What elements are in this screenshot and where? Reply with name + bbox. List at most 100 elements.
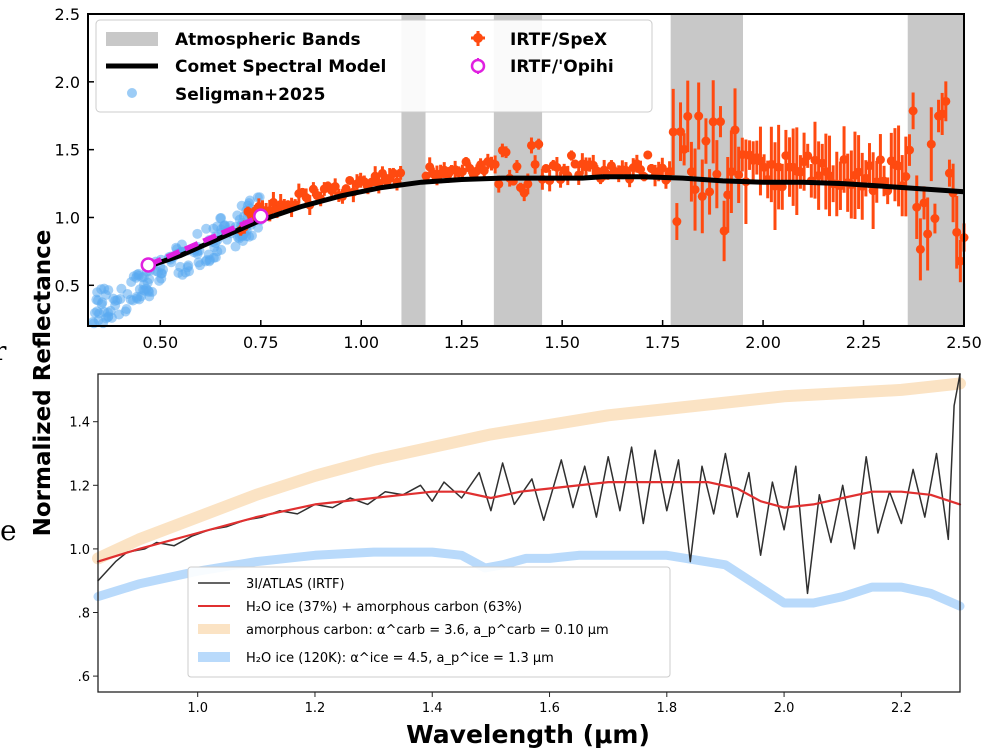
spex-point <box>915 218 925 281</box>
legend-label-atlas: 3I/ATLAS (IRTF) <box>246 577 345 592</box>
seligman-point <box>177 269 188 280</box>
spex-point <box>526 137 536 154</box>
top-x-tick-label: 0.50 <box>143 333 179 352</box>
bottom-y-tick-label: .6 <box>78 670 90 685</box>
spex-point <box>683 80 693 153</box>
legend-label-model: Comet Spectral Model <box>175 57 386 77</box>
spex-point <box>643 150 653 160</box>
spex-point <box>457 164 467 179</box>
bottom-y-tick-label: 1.0 <box>69 543 90 558</box>
spex-point <box>694 82 704 150</box>
spex-point <box>396 165 406 180</box>
legend-label-carbon: amorphous carbon: α^carb = 3.6, a_p^carb… <box>246 623 609 638</box>
seligman-point <box>201 223 212 234</box>
spex-point <box>490 155 500 174</box>
edge-glyph-e: e <box>0 514 17 547</box>
seligman-point <box>93 295 104 306</box>
top-x-axis-ticks: 0.50 0.75 1.00 1.25 1.50 1.75 2.00 2.25 2.50 <box>143 320 982 352</box>
opihi-line <box>147 213 262 268</box>
spex-point <box>461 157 471 167</box>
legend-swatch-carbon <box>198 624 230 634</box>
bottom-legend-box <box>187 566 671 678</box>
seligman-point <box>156 268 167 279</box>
bottom-x-tick-label: 1.0 <box>187 701 208 716</box>
bottom-y-tick-label: 1.4 <box>69 416 90 431</box>
bottom-plot-frame <box>97 373 961 693</box>
series-line-0 <box>96 481 962 563</box>
seligman-point <box>216 244 227 255</box>
legend-label-opihi: IRTF/'Opihi <box>510 57 614 77</box>
seligman-point <box>93 315 104 326</box>
bottom-x-tick-label: 1.8 <box>656 701 677 716</box>
spex-point <box>923 197 933 271</box>
seligman-point <box>115 293 126 304</box>
top-y-tick-label: 1.5 <box>55 141 80 160</box>
seligman-point <box>195 260 206 271</box>
seligman-point <box>204 256 215 267</box>
top-y-tick-label: 2.0 <box>55 73 80 92</box>
bottom-panel: 1.0 1.2 1.4 1.6 1.8 2.0 2.2 .6 .8 1.0 1.2 1.4 3I/A… <box>69 373 966 716</box>
top-x-tick-label: 1.00 <box>343 333 379 352</box>
spex-point <box>712 140 722 209</box>
top-y-tick-label: 2.5 <box>55 5 80 24</box>
x-axis-label: Wavelength (μm) <box>406 720 650 749</box>
seligman-point <box>254 192 265 203</box>
top-legend-box <box>95 19 653 113</box>
top-x-tick-label: 1.75 <box>645 333 681 352</box>
spex-point <box>705 169 715 215</box>
spex-point <box>668 88 678 176</box>
legend-swatch-spex <box>471 31 485 46</box>
seligman-point <box>122 289 133 300</box>
legend-swatch-opihi <box>470 58 486 74</box>
top-plot-frame <box>87 13 965 327</box>
seligman-point <box>100 289 111 300</box>
spex-point <box>904 134 914 166</box>
legend-swatch-seligman <box>127 88 137 98</box>
spex-point <box>930 203 940 234</box>
spex-point <box>512 160 522 173</box>
seligman-point <box>99 306 110 317</box>
spex-point <box>530 155 540 174</box>
seligman-point <box>244 195 255 206</box>
bottom-x-tick-label: 1.6 <box>539 701 560 716</box>
legend-swatch-ice <box>198 652 230 662</box>
bottom-x-tick-label: 1.2 <box>305 701 326 716</box>
top-comet-model <box>147 174 965 269</box>
legend-label-ice: H₂O ice (120K): α^ice = 4.5, a_p^ice = 1… <box>246 651 554 666</box>
spex-point <box>926 107 936 182</box>
top-x-tick-label: 1.25 <box>444 333 480 352</box>
bottom-x-tick-label: 2.2 <box>891 701 912 716</box>
spex-point <box>501 146 511 159</box>
legend-label-spex: IRTF/SpeX <box>510 30 607 50</box>
bottom-y-tick-label: .8 <box>78 607 90 622</box>
spex-point <box>952 196 962 269</box>
bottom-x-tick-label: 1.4 <box>422 701 443 716</box>
seligman-point <box>175 261 186 272</box>
spex-point <box>730 88 740 172</box>
top-y-tick-label: 1.0 <box>55 208 80 227</box>
spex-point <box>941 81 951 122</box>
spex-point <box>534 138 544 150</box>
bottom-legend: 3I/ATLAS (IRTF) H₂O ice (37%) + amorphou… <box>187 566 671 678</box>
opihi-point <box>253 208 269 224</box>
spex-point <box>697 159 707 234</box>
top-opihi-points <box>140 208 269 273</box>
spex-point <box>552 157 562 178</box>
seligman-point <box>234 233 245 244</box>
top-panel: 0.50 0.75 1.00 1.25 1.50 1.75 2.00 2.25 2.50 0.5… <box>55 5 982 352</box>
series-line-1 <box>92 377 966 565</box>
top-x-tick-label: 2.50 <box>946 333 982 352</box>
top-y-axis-ticks: 0.5 1.0 1.5 2.0 2.5 <box>55 5 94 295</box>
seligman-point <box>236 200 247 211</box>
spex-point <box>657 157 667 179</box>
seligman-point <box>92 287 103 298</box>
seligman-point <box>230 241 241 252</box>
spex-point <box>341 184 351 194</box>
top-legend: Atmospheric Bands Comet Spectral Model S… <box>95 19 653 113</box>
seligman-point <box>126 276 137 287</box>
top-y-tick-label: 0.5 <box>55 276 80 295</box>
spex-point <box>566 150 576 161</box>
spex-point <box>523 173 533 195</box>
spex-point <box>803 143 813 168</box>
bottom-y-tick-label: 1.2 <box>69 479 90 494</box>
